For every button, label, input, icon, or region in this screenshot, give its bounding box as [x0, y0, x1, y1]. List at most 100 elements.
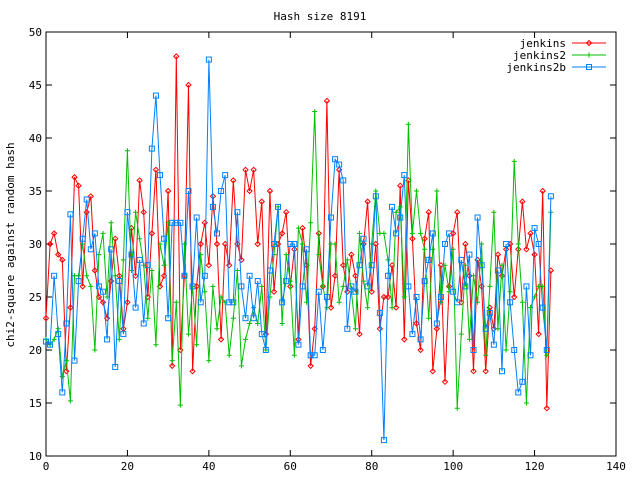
data-point-jenkins2b	[311, 352, 318, 359]
data-point-jenkins	[136, 177, 143, 184]
data-point-jenkins2	[291, 352, 297, 358]
legend-label-jenkins2: jenkins2	[513, 49, 566, 62]
data-point-jenkins2b	[303, 246, 310, 253]
data-point-jenkins	[132, 272, 139, 280]
data-point-jenkins2b	[209, 203, 216, 210]
data-point-jenkins2b	[511, 347, 518, 353]
data-point-jenkins2	[206, 358, 212, 364]
data-point-jenkins2b	[136, 256, 143, 263]
data-point-jenkins2b	[332, 156, 339, 163]
data-point-jenkins	[99, 299, 107, 306]
data-point-jenkins	[462, 240, 469, 248]
data-point-jenkins	[482, 367, 489, 375]
data-point-jenkins	[454, 208, 461, 216]
data-point-jenkins2	[84, 273, 90, 279]
data-point-jenkins2	[393, 209, 399, 215]
data-point-jenkins	[384, 293, 392, 301]
data-point-jenkins2	[405, 121, 411, 127]
data-point-jenkins2	[210, 283, 216, 289]
data-point-jenkins	[466, 272, 473, 280]
data-point-jenkins2b	[173, 219, 180, 226]
x-tick-label: 100	[443, 460, 463, 473]
data-point-jenkins	[515, 246, 522, 253]
data-point-jenkins2	[316, 252, 322, 258]
data-point-jenkins2	[153, 342, 159, 348]
data-point-jenkins2	[251, 305, 257, 311]
data-point-jenkins2b	[405, 283, 412, 290]
data-point-jenkins2b	[148, 145, 155, 152]
data-point-jenkins2	[340, 283, 346, 289]
data-point-jenkins	[498, 272, 506, 280]
series-line-jenkins2b	[45, 59, 552, 441]
data-point-jenkins2	[133, 209, 139, 215]
data-point-jenkins	[397, 182, 404, 189]
data-point-jenkins	[124, 299, 131, 306]
data-point-jenkins2	[234, 268, 240, 273]
data-point-jenkins2	[414, 188, 419, 194]
data-point-jenkins2b	[328, 214, 334, 221]
data-point-jenkins2b	[258, 331, 265, 338]
data-point-jenkins2b	[527, 352, 534, 359]
data-point-jenkins2b	[238, 283, 245, 290]
data-point-jenkins2	[434, 188, 440, 194]
data-point-jenkins2b	[230, 299, 237, 306]
data-point-jenkins2	[381, 230, 387, 236]
data-point-jenkins2b	[185, 188, 192, 194]
data-point-jenkins	[470, 367, 477, 375]
data-point-jenkins2	[149, 268, 155, 273]
legend-label-jenkins: jenkins	[520, 37, 566, 50]
data-point-jenkins	[140, 208, 147, 216]
data-point-jenkins	[71, 174, 78, 181]
data-point-jenkins	[254, 240, 261, 248]
axis-ticks: 0 20 40 60 80 100 120 140 10 15 20 25 30 35 40 45 50	[29, 26, 626, 473]
data-point-jenkins2b	[340, 177, 347, 184]
series-jenkins	[42, 53, 555, 412]
data-point-jenkins2b	[226, 299, 233, 306]
y-tick-label: 40	[29, 132, 42, 145]
y-tick-label: 15	[29, 397, 42, 410]
data-point-jenkins2	[418, 230, 424, 236]
x-tick-label: 0	[43, 460, 50, 473]
data-point-jenkins2b	[112, 363, 119, 370]
data-point-jenkins	[421, 235, 428, 242]
data-point-jenkins2	[422, 246, 428, 252]
data-point-jenkins2	[511, 158, 517, 164]
data-point-jenkins2	[312, 109, 318, 114]
data-point-jenkins2	[487, 283, 493, 289]
data-point-jenkins2b	[376, 309, 383, 316]
data-point-jenkins	[189, 367, 196, 375]
data-point-jenkins	[523, 246, 530, 253]
data-point-jenkins	[323, 97, 331, 105]
data-point-jenkins2b	[201, 272, 208, 279]
legend-marker-jenkins2	[586, 52, 592, 58]
data-point-jenkins2	[173, 299, 179, 305]
data-point-jenkins	[185, 81, 192, 89]
data-point-jenkins	[46, 240, 54, 248]
data-point-jenkins2b	[165, 315, 172, 322]
data-point-jenkins2b	[279, 299, 286, 306]
data-point-jenkins2	[137, 236, 143, 242]
data-point-jenkins2b	[352, 288, 359, 295]
data-point-jenkins2b	[79, 235, 86, 242]
data-point-jenkins2	[454, 405, 460, 411]
data-point-jenkins2	[499, 262, 505, 268]
data-point-jenkins2b	[470, 347, 477, 353]
data-point-jenkins2b	[157, 172, 163, 179]
data-point-jenkins2b	[291, 241, 298, 247]
data-point-jenkins2b	[401, 172, 408, 179]
data-point-jenkins2b	[51, 272, 58, 279]
data-point-jenkins2	[92, 347, 98, 353]
data-point-jenkins2b	[474, 214, 481, 221]
data-point-jenkins	[266, 187, 274, 195]
data-point-jenkins	[335, 166, 343, 174]
data-point-jenkins2	[194, 342, 200, 348]
data-point-jenkins	[50, 230, 58, 237]
data-point-jenkins2b	[360, 235, 367, 242]
data-point-jenkins	[213, 240, 221, 248]
data-point-jenkins2b	[389, 203, 396, 210]
data-point-jenkins	[380, 293, 388, 301]
data-point-jenkins2b	[539, 304, 546, 311]
data-point-jenkins2	[283, 252, 289, 258]
data-point-jenkins2b	[266, 267, 273, 274]
x-tick-label: 20	[121, 460, 134, 473]
